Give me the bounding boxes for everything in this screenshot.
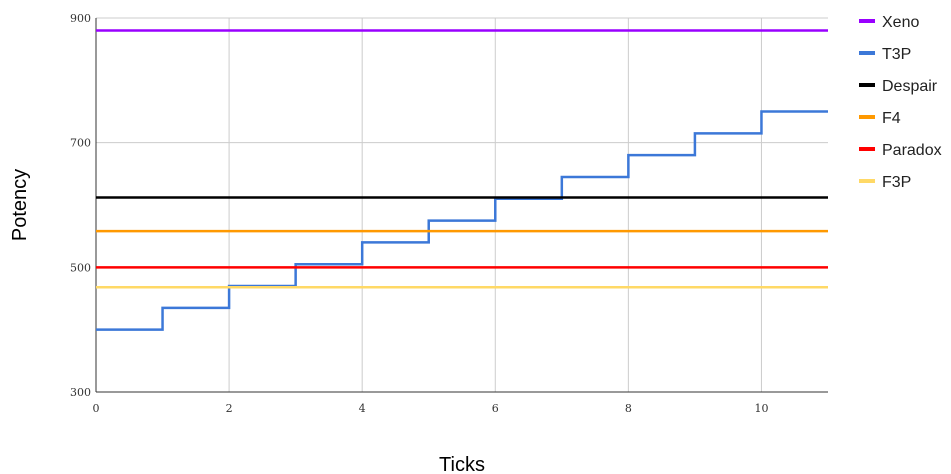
- grid: [96, 17, 828, 392]
- y-tick-label: 300: [70, 386, 91, 399]
- x-axis-title: Ticks: [439, 454, 485, 474]
- x-tick-label: 0: [93, 402, 100, 415]
- x-tick-label: 2: [226, 402, 233, 415]
- x-tick-label: 10: [754, 402, 768, 415]
- y-tick-label: 900: [70, 12, 91, 25]
- y-axis-title: Potency: [9, 169, 31, 241]
- y-tick-label: 700: [70, 137, 91, 150]
- legend-label-f4: F4: [882, 110, 901, 127]
- legend-label-xeno: Xeno: [882, 14, 919, 31]
- axes: [95, 18, 828, 393]
- x-tick-label: 6: [492, 402, 499, 415]
- legend-label-despair: Despair: [882, 78, 938, 95]
- series-line-t3p: [96, 110, 828, 331]
- y-tick-label: 500: [70, 261, 91, 274]
- legend: Xeno T3P Despair F4 Paradox F3P: [859, 14, 942, 191]
- legend-label-paradox: Paradox: [882, 142, 942, 159]
- legend-label-f3p: F3P: [882, 174, 911, 191]
- x-tick-label: 8: [625, 402, 632, 415]
- tick-labels: 0 2 4 6 8 10 300 500 700 900: [70, 12, 768, 415]
- series-lines: [96, 29, 828, 331]
- legend-label-t3p: T3P: [882, 46, 911, 63]
- x-tick-label: 4: [359, 402, 366, 415]
